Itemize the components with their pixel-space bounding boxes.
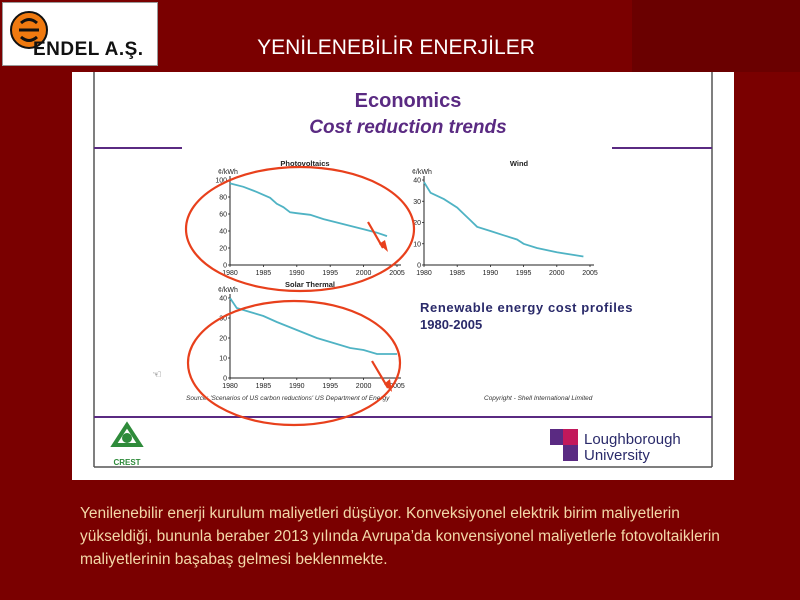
y-tick-label: 30 xyxy=(413,199,421,206)
embedded-heading-1: Economics xyxy=(355,90,462,112)
y-tick-label: 80 xyxy=(219,195,227,202)
y-tick-label: 60 xyxy=(219,212,227,219)
y-tick-label: 0 xyxy=(223,376,227,383)
x-tick-label: 1990 xyxy=(483,270,499,277)
loughborough-logo: Loughborough University xyxy=(550,429,681,464)
y-tick-label: 40 xyxy=(413,178,421,185)
series-line xyxy=(423,181,584,258)
copyright-note: Copyright - Shell International Limited xyxy=(484,395,593,402)
chart-wind: Wind ¢/kWh 0 10 20 30 40 1980 1985 1990 1995 2000 20… xyxy=(412,159,598,277)
series-line xyxy=(229,182,388,237)
profile-title-1: Renewable energy cost profiles xyxy=(420,300,633,315)
x-tick-label: 1995 xyxy=(322,270,338,277)
x-tick-label: 2005 xyxy=(582,270,598,277)
highlight-arrow-top-head xyxy=(379,240,388,252)
embedded-heading-2: Cost reduction trends xyxy=(309,117,506,138)
y-tick-label: 20 xyxy=(413,220,421,227)
logo-text: ENDEL A.Ş. xyxy=(33,39,144,60)
endel-logo-icon xyxy=(10,11,48,49)
x-tick-label: 2005 xyxy=(389,270,405,277)
x-tick-label: 2000 xyxy=(356,270,372,277)
source-note: Source: 'Scenarios of US carbon reductio… xyxy=(186,395,390,402)
chart-title: Solar Thermal xyxy=(285,280,335,289)
x-tick-label: 1990 xyxy=(289,383,305,390)
y-axis-label: ¢/kWh xyxy=(412,169,432,176)
y-tick-label: 10 xyxy=(413,241,421,248)
x-tick-label: 1980 xyxy=(416,270,432,277)
chart-solar-thermal: Solar Thermal ¢/kWh 0 10 20 30 40 1980 1985 1990 1… xyxy=(218,280,405,390)
x-tick-label: 2000 xyxy=(356,383,372,390)
y-axis-label: ¢/kWh xyxy=(218,287,238,294)
crest-label: CREST xyxy=(113,458,140,467)
x-tick-label: 2000 xyxy=(549,270,565,277)
y-tick-label: 30 xyxy=(219,316,227,323)
chart-title: Wind xyxy=(510,159,529,168)
chart-photovoltaics: Photovoltaics ¢/kWh 0 20 40 60 80 100 1980 1985 19… xyxy=(215,159,405,277)
highlight-circle-top xyxy=(184,165,416,293)
highlight-circle-bottom xyxy=(186,299,402,427)
y-tick-label: 100 xyxy=(215,178,227,185)
x-tick-label: 1985 xyxy=(256,270,272,277)
chart-title: Photovoltaics xyxy=(280,159,329,168)
x-tick-label: 2005 xyxy=(389,383,405,390)
university-name-1: Loughborough xyxy=(584,431,681,448)
y-tick-label: 0 xyxy=(417,263,421,270)
x-tick-label: 1995 xyxy=(516,270,532,277)
y-tick-label: 0 xyxy=(223,263,227,270)
y-tick-label: 10 xyxy=(219,356,227,363)
caption: Yenilenebilir enerji kurulum maliyetleri… xyxy=(80,505,720,568)
y-axis-label: ¢/kWh xyxy=(218,169,238,176)
y-tick-label: 40 xyxy=(219,296,227,303)
embedded-slide: Economics Cost reduction trends Photovol… xyxy=(72,72,734,480)
x-tick-label: 1990 xyxy=(289,270,305,277)
y-tick-label: 20 xyxy=(219,246,227,253)
title-band xyxy=(160,0,632,72)
series-line xyxy=(229,297,397,355)
logo: ENDEL A.Ş. xyxy=(2,2,158,66)
x-tick-label: 1980 xyxy=(222,383,238,390)
y-tick-label: 20 xyxy=(219,336,227,343)
university-name-2: University xyxy=(584,447,650,464)
right-band xyxy=(632,0,800,72)
x-tick-label: 1985 xyxy=(449,270,465,277)
x-tick-label: 1985 xyxy=(256,383,272,390)
slide-title: YENİLENEBİLİR ENERJİLER xyxy=(257,36,535,59)
x-tick-label: 1980 xyxy=(222,270,238,277)
profile-title-2: 1980-2005 xyxy=(420,317,482,332)
crest-logo: CREST xyxy=(110,421,144,467)
x-tick-label: 1995 xyxy=(322,383,338,390)
highlight-arrow-bottom-head xyxy=(384,379,392,392)
y-tick-label: 40 xyxy=(219,229,227,236)
hand-cursor-icon: ☜ xyxy=(152,369,162,381)
embedded-slide-svg: Economics Cost reduction trends Photovol… xyxy=(93,72,713,468)
